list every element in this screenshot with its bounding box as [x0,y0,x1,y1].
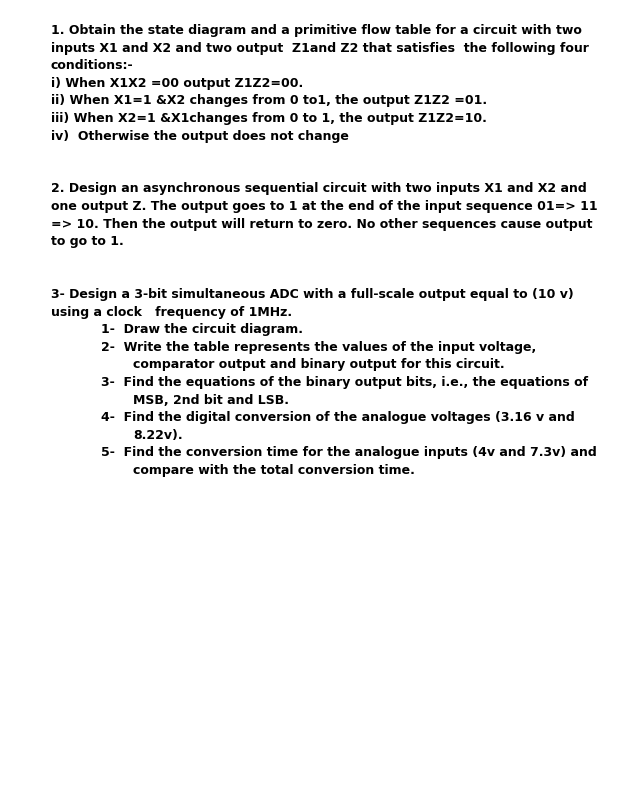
Text: 1-  Draw the circuit diagram.: 1- Draw the circuit diagram. [101,323,303,336]
Text: 3-  Find the equations of the binary output bits, i.e., the equations of: 3- Find the equations of the binary outp… [101,376,589,389]
Text: iv)  Otherwise the output does not change: iv) Otherwise the output does not change [51,130,349,142]
Text: one output Z. The output goes to 1 at the end of the input sequence 01=> 11: one output Z. The output goes to 1 at th… [51,200,598,213]
Text: 3- Design a 3-bit simultaneous ADC with a full-scale output equal to (10 v): 3- Design a 3-bit simultaneous ADC with … [51,288,573,301]
Text: conditions:-: conditions:- [51,59,134,72]
Text: compare with the total conversion time.: compare with the total conversion time. [133,464,415,477]
Text: iii) When X2=1 &X1changes from 0 to 1, the output Z1Z2=10.: iii) When X2=1 &X1changes from 0 to 1, t… [51,112,487,125]
Text: 8.22v).: 8.22v). [133,429,182,442]
Text: comparator output and binary output for this circuit.: comparator output and binary output for … [133,358,505,371]
Text: 2. Design an asynchronous sequential circuit with two inputs X1 and X2 and: 2. Design an asynchronous sequential cir… [51,182,586,195]
Text: to go to 1.: to go to 1. [51,235,123,248]
Text: MSB, 2nd bit and LSB.: MSB, 2nd bit and LSB. [133,394,289,406]
Text: using a clock   frequency of 1MHz.: using a clock frequency of 1MHz. [51,306,292,318]
Text: i) When X1X2 =00 output Z1Z2=00.: i) When X1X2 =00 output Z1Z2=00. [51,77,303,90]
Text: 4-  Find the digital conversion of the analogue voltages (3.16 v and: 4- Find the digital conversion of the an… [101,411,575,424]
Text: => 10. Then the output will return to zero. No other sequences cause output: => 10. Then the output will return to ze… [51,218,592,230]
Text: 2-  Write the table represents the values of the input voltage,: 2- Write the table represents the values… [101,341,537,354]
Text: ii) When X1=1 &X2 changes from 0 to1, the output Z1Z2 =01.: ii) When X1=1 &X2 changes from 0 to1, th… [51,94,487,107]
Text: 5-  Find the conversion time for the analogue inputs (4v and 7.3v) and: 5- Find the conversion time for the anal… [101,446,597,459]
Text: 1. Obtain the state diagram and a primitive flow table for a circuit with two: 1. Obtain the state diagram and a primit… [51,24,582,37]
Text: inputs X1 and X2 and two output  Z1and Z2 that satisfies  the following four: inputs X1 and X2 and two output Z1and Z2… [51,42,589,54]
